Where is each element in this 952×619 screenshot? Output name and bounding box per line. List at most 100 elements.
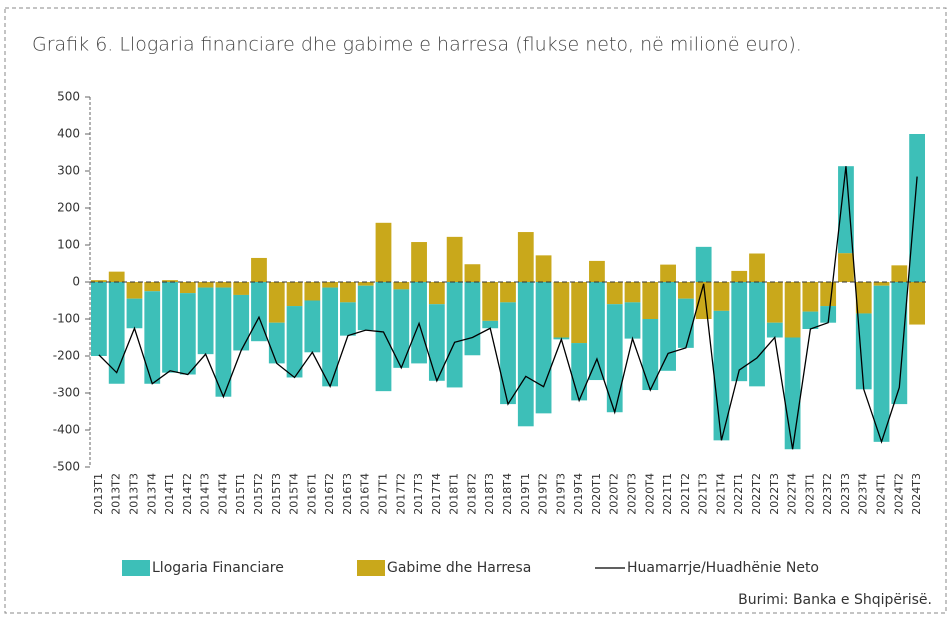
legend-label: Gabime dhe Harresa bbox=[387, 560, 531, 576]
x-tick-label: 2020T4 bbox=[643, 473, 656, 515]
x-tick-label: 2022T3 bbox=[768, 473, 781, 515]
x-tick-label: 2020T2 bbox=[608, 473, 621, 515]
x-tick-label: 2018T3 bbox=[483, 473, 496, 515]
bar bbox=[766, 322, 783, 338]
bar bbox=[446, 282, 463, 388]
bar bbox=[642, 319, 659, 391]
bar bbox=[500, 282, 516, 303]
y-tick-label: -500 bbox=[53, 460, 80, 474]
bar bbox=[766, 282, 783, 323]
y-tick-label: 0 bbox=[72, 275, 80, 289]
bar bbox=[108, 282, 125, 384]
line bbox=[98, 166, 918, 450]
bar bbox=[286, 282, 303, 307]
bar bbox=[233, 294, 250, 351]
x-tick-label: 2020T1 bbox=[590, 473, 603, 515]
y-tick-label: -100 bbox=[53, 312, 80, 326]
x-tick-label: 2022T2 bbox=[750, 473, 763, 515]
bar bbox=[375, 222, 392, 282]
bar bbox=[126, 298, 143, 329]
frame bbox=[4, 7, 947, 614]
bar bbox=[891, 265, 908, 282]
legend-label: Huamarrje/Huadhënie Neto bbox=[627, 560, 819, 576]
bar bbox=[873, 282, 890, 286]
bar bbox=[820, 306, 837, 323]
y-tick-label: -400 bbox=[53, 423, 80, 437]
legend-swatch bbox=[357, 560, 385, 576]
bar bbox=[215, 287, 232, 397]
bar bbox=[304, 300, 321, 353]
x-tick-label: 2015T2 bbox=[252, 473, 265, 515]
x-tick-label: 2013T3 bbox=[127, 473, 140, 515]
bar bbox=[891, 282, 908, 405]
x-tick-label: 2019T3 bbox=[554, 473, 567, 515]
bar bbox=[357, 282, 374, 286]
x-tick-label: 2018T4 bbox=[501, 473, 514, 515]
bar bbox=[535, 255, 552, 282]
x-tick-label: 2013T2 bbox=[110, 473, 123, 515]
x-tick-label: 2023T4 bbox=[857, 473, 870, 515]
x-tick-label: 2020T3 bbox=[626, 473, 639, 515]
bar bbox=[108, 271, 125, 282]
bar bbox=[553, 282, 570, 338]
chart-title: Grafik 6. Llogaria financiare dhe gabime… bbox=[32, 34, 802, 56]
x-tick-label: 2013T1 bbox=[92, 473, 105, 515]
x-tick-label: 2014T3 bbox=[199, 473, 212, 515]
bar bbox=[660, 282, 676, 371]
x-tick-label: 2016T1 bbox=[305, 473, 318, 515]
x-tick-label: 2017T3 bbox=[412, 473, 425, 515]
bar bbox=[197, 282, 214, 288]
x-tick-label: 2021T4 bbox=[714, 473, 727, 515]
bar bbox=[340, 302, 356, 336]
bar bbox=[197, 287, 214, 355]
bar bbox=[624, 282, 641, 303]
bar bbox=[233, 282, 250, 295]
bar bbox=[677, 298, 694, 348]
x-tick-label: 2024T3 bbox=[910, 473, 923, 515]
bar bbox=[535, 282, 552, 414]
bar bbox=[91, 282, 107, 356]
bar bbox=[268, 282, 285, 323]
x-tick-label: 2021T3 bbox=[697, 473, 710, 515]
x-tick-label: 2015T4 bbox=[288, 473, 301, 515]
bar bbox=[606, 304, 623, 413]
bar bbox=[909, 282, 925, 325]
x-tick-label: 2024T1 bbox=[875, 473, 888, 515]
x-tick-label: 2016T4 bbox=[359, 473, 372, 515]
bar bbox=[428, 282, 445, 305]
y-tick-label: 200 bbox=[57, 201, 80, 215]
x-tick-label: 2018T2 bbox=[465, 473, 478, 515]
bar bbox=[731, 282, 748, 382]
bar bbox=[162, 282, 178, 373]
bar bbox=[411, 242, 427, 282]
bar bbox=[268, 322, 285, 364]
bar bbox=[375, 282, 392, 392]
x-tick-label: 2021T1 bbox=[661, 473, 674, 515]
bar bbox=[482, 282, 499, 321]
bar bbox=[695, 282, 712, 319]
bar bbox=[695, 246, 712, 282]
bar bbox=[589, 260, 605, 282]
bar bbox=[749, 253, 765, 282]
bar bbox=[162, 280, 178, 282]
bar bbox=[589, 282, 605, 381]
bar bbox=[820, 282, 837, 307]
legend-swatch bbox=[122, 560, 150, 576]
bar bbox=[517, 282, 534, 427]
bar bbox=[464, 264, 481, 282]
bar bbox=[393, 282, 410, 290]
bar bbox=[606, 282, 623, 305]
x-tick-label: 2022T4 bbox=[786, 473, 799, 515]
bar bbox=[909, 134, 925, 282]
x-tick-label: 2024T2 bbox=[892, 473, 905, 515]
bar bbox=[304, 282, 321, 301]
bar bbox=[482, 320, 499, 329]
x-tick-label: 2017T2 bbox=[394, 473, 407, 515]
y-tick-label: 100 bbox=[57, 238, 80, 252]
x-tick-label: 2014T2 bbox=[181, 473, 194, 515]
bar bbox=[802, 311, 819, 329]
bar bbox=[393, 289, 410, 368]
bar bbox=[642, 282, 659, 319]
bar bbox=[571, 343, 588, 401]
x-tick-label: 2016T3 bbox=[341, 473, 354, 515]
